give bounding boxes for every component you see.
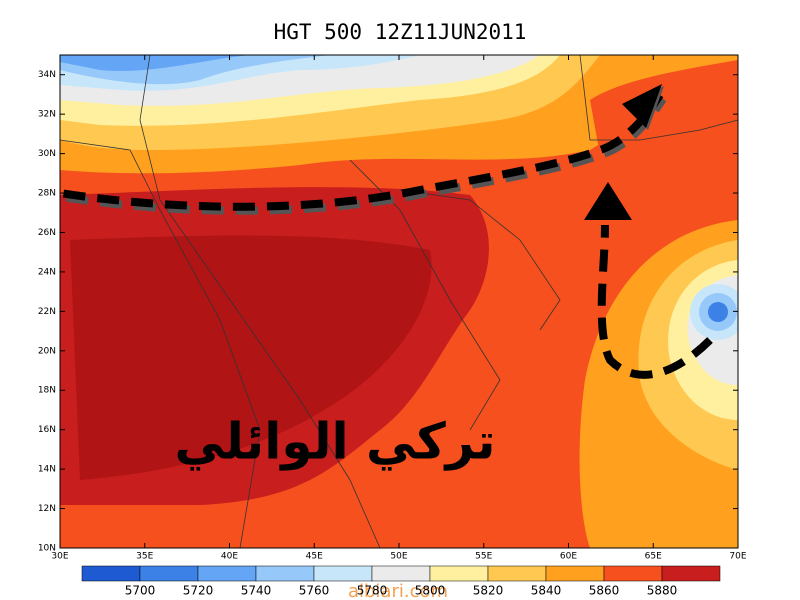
x-tick-label: 65E <box>645 552 662 562</box>
colorbar-swatch <box>139 565 199 582</box>
colorbar-swatch <box>255 565 315 582</box>
y-tick-label: 20N <box>38 346 56 356</box>
watermark: albiari.com <box>348 581 448 600</box>
y-tick-label: 12N <box>38 504 56 514</box>
colorbar-swatch <box>371 565 431 582</box>
colorbar-label: 5720 <box>183 584 214 598</box>
colorbar-swatch <box>603 565 663 582</box>
colorbar-swatch <box>661 565 721 582</box>
y-tick-label: 10N <box>38 544 56 554</box>
y-tick-label: 24N <box>38 267 56 277</box>
map-title: HGT 500 12Z11JUN2011 <box>274 20 527 44</box>
y-tick-label: 22N <box>38 307 56 317</box>
x-tick-label: 50E <box>390 552 407 562</box>
x-tick-label: 30E <box>51 552 68 562</box>
x-tick-label: 45E <box>306 552 323 562</box>
y-tick-label: 26N <box>38 228 56 238</box>
x-tick-label: 70E <box>729 552 746 562</box>
y-tick-label: 34N <box>38 70 56 80</box>
colorbar-label: 5800 <box>415 584 446 598</box>
colorbar-swatch <box>487 565 547 582</box>
colorbar-swatch <box>313 565 373 582</box>
colorbar-label: 5840 <box>531 584 562 598</box>
x-tick-label: 40E <box>221 552 238 562</box>
colorbar-label: 5780 <box>357 584 388 598</box>
colorbar-label: 5820 <box>473 584 504 598</box>
colorbar-swatch <box>81 565 141 582</box>
colorbar-label: 5760 <box>299 584 330 598</box>
y-tick-label: 18N <box>38 386 56 396</box>
signature: تركي الوائلي <box>174 413 495 472</box>
colorbar-label: 5880 <box>647 584 678 598</box>
height-field <box>60 55 738 548</box>
y-tick-label: 14N <box>38 465 56 475</box>
x-tick-label: 35E <box>136 552 153 562</box>
x-tick-label: 55E <box>475 552 492 562</box>
colorbar-swatch <box>545 565 605 582</box>
y-tick-label: 32N <box>38 110 56 120</box>
colorbar-swatch <box>429 565 489 582</box>
colorbar-label: 5860 <box>589 584 620 598</box>
colorbar-label: 5700 <box>125 584 156 598</box>
y-tick-label: 28N <box>38 189 56 199</box>
colorbar-swatch <box>197 565 257 582</box>
x-tick-label: 60E <box>560 552 577 562</box>
y-tick-label: 16N <box>38 425 56 435</box>
y-tick-label: 30N <box>38 149 56 159</box>
colorbar-label: 5740 <box>241 584 272 598</box>
